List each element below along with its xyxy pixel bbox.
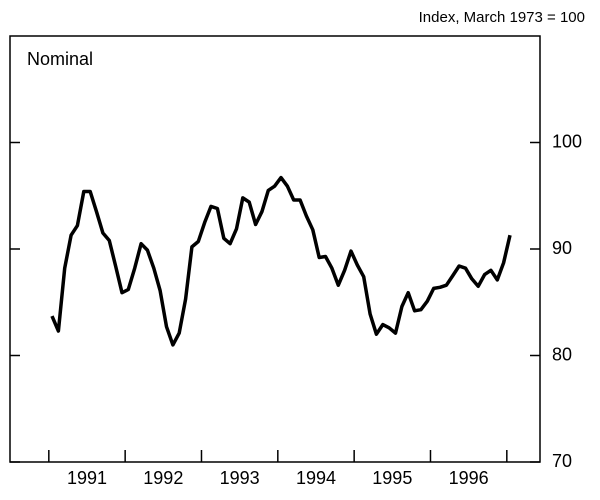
panel-title: Nominal — [27, 49, 93, 69]
y-tick-label: 70 — [552, 451, 572, 471]
x-tick-label: 1992 — [143, 468, 183, 488]
y-tick-label: 100 — [552, 131, 582, 151]
y-tick-label: 90 — [552, 238, 572, 258]
axis-unit-label: Index, March 1973 = 100 — [419, 9, 585, 26]
x-tick-label: 1991 — [67, 468, 107, 488]
x-tick-label: 1994 — [296, 468, 336, 488]
y-tick-label: 80 — [552, 344, 572, 364]
x-tick-label: 1995 — [372, 468, 412, 488]
plot-frame — [9, 35, 541, 463]
x-tick-label: 1993 — [220, 468, 260, 488]
x-tick-label: 1996 — [449, 468, 489, 488]
data-line — [50, 175, 512, 347]
